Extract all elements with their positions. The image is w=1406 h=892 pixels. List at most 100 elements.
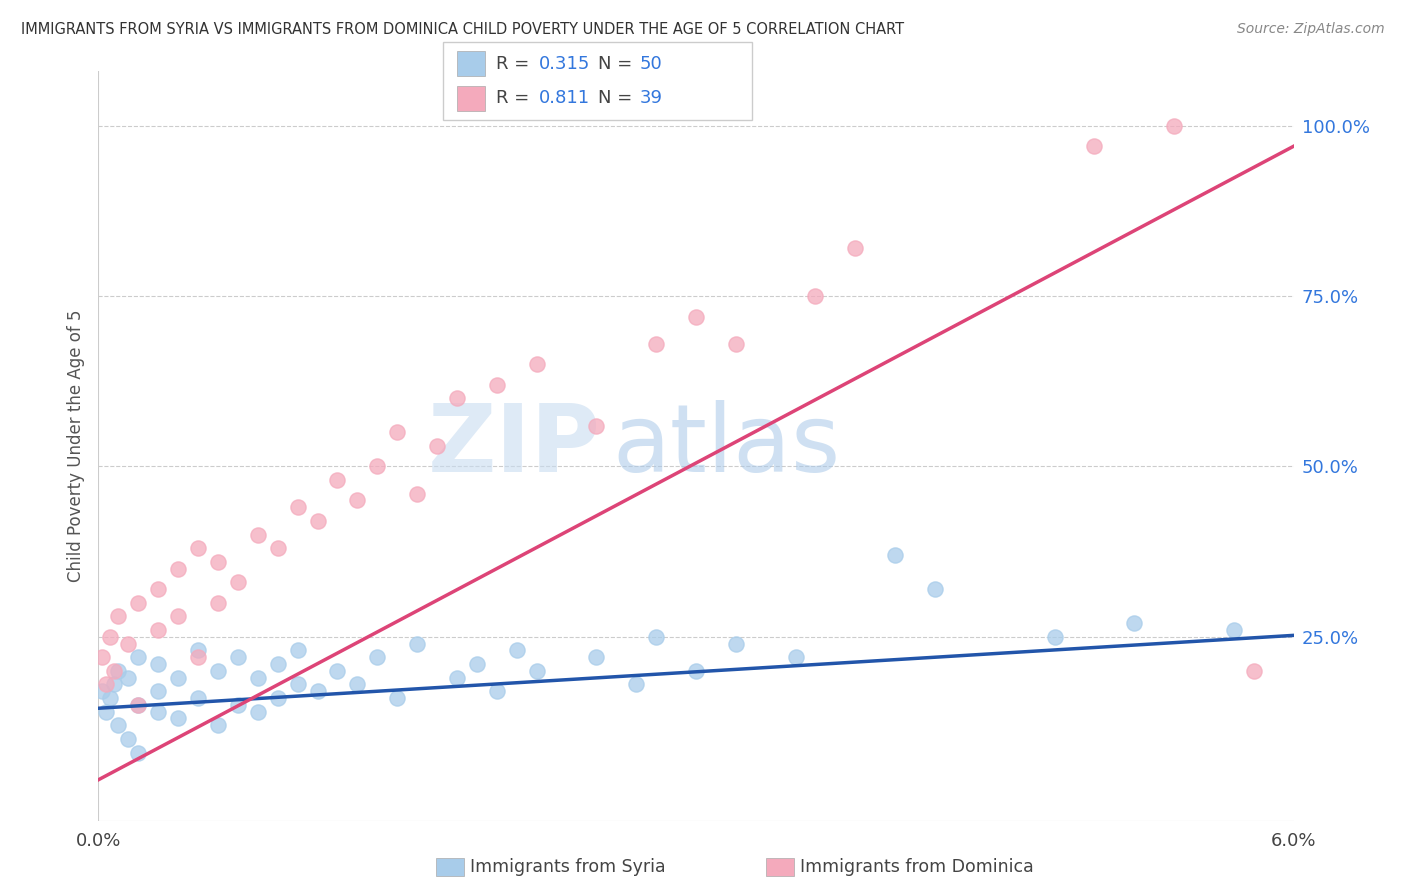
Point xyxy=(1223,623,1246,637)
Point xyxy=(1163,119,1185,133)
Point xyxy=(406,486,429,500)
Text: 50: 50 xyxy=(640,55,662,73)
Point xyxy=(167,609,190,624)
Text: R =: R = xyxy=(496,55,536,73)
Text: atlas: atlas xyxy=(613,400,841,492)
Point xyxy=(148,684,170,698)
Point xyxy=(187,650,209,665)
Point xyxy=(645,336,668,351)
Point xyxy=(385,691,409,706)
Point xyxy=(287,500,309,515)
Point xyxy=(127,596,149,610)
Point xyxy=(207,718,229,732)
Point xyxy=(207,555,229,569)
Point xyxy=(287,643,309,657)
Point xyxy=(127,698,149,712)
Point xyxy=(366,650,388,665)
Point xyxy=(366,459,388,474)
Point xyxy=(267,691,290,706)
Point xyxy=(446,392,468,406)
Point xyxy=(307,514,329,528)
Point xyxy=(167,671,190,685)
Text: Source: ZipAtlas.com: Source: ZipAtlas.com xyxy=(1237,22,1385,37)
Point xyxy=(526,357,548,371)
Point xyxy=(148,582,170,596)
Point xyxy=(127,650,149,665)
Point xyxy=(645,630,668,644)
Point xyxy=(187,643,209,657)
Point xyxy=(1043,630,1066,644)
Point xyxy=(148,623,170,637)
Text: R =: R = xyxy=(496,89,536,107)
Point xyxy=(585,650,607,665)
Point xyxy=(267,657,290,671)
Point xyxy=(127,698,149,712)
Point xyxy=(307,684,329,698)
Point xyxy=(117,671,139,685)
Text: N =: N = xyxy=(598,55,637,73)
Point xyxy=(685,310,707,324)
Point xyxy=(187,541,209,556)
Point xyxy=(107,718,129,732)
Text: Immigrants from Syria: Immigrants from Syria xyxy=(470,858,665,876)
Point xyxy=(1243,664,1265,678)
Point xyxy=(226,698,249,712)
Point xyxy=(167,711,190,725)
Point xyxy=(226,650,249,665)
Text: 39: 39 xyxy=(640,89,662,107)
Point xyxy=(107,664,129,678)
Point xyxy=(804,289,827,303)
Point xyxy=(585,418,607,433)
Point xyxy=(326,664,349,678)
Text: N =: N = xyxy=(598,89,637,107)
Text: IMMIGRANTS FROM SYRIA VS IMMIGRANTS FROM DOMINICA CHILD POVERTY UNDER THE AGE OF: IMMIGRANTS FROM SYRIA VS IMMIGRANTS FROM… xyxy=(21,22,904,37)
Text: Immigrants from Dominica: Immigrants from Dominica xyxy=(800,858,1033,876)
Point xyxy=(1083,139,1105,153)
Point xyxy=(148,705,170,719)
Point xyxy=(91,650,114,665)
Point xyxy=(385,425,409,440)
Point xyxy=(426,439,449,453)
Point xyxy=(127,746,149,760)
Y-axis label: Child Poverty Under the Age of 5: Child Poverty Under the Age of 5 xyxy=(66,310,84,582)
Point xyxy=(207,664,229,678)
Point xyxy=(346,677,368,691)
Text: 0.811: 0.811 xyxy=(538,89,589,107)
Point xyxy=(246,705,269,719)
Text: 0.315: 0.315 xyxy=(538,55,591,73)
Point xyxy=(724,636,747,650)
Point xyxy=(287,677,309,691)
Point xyxy=(485,377,508,392)
Point xyxy=(326,473,349,487)
Point xyxy=(98,691,122,706)
Point xyxy=(226,575,249,590)
Point xyxy=(346,493,368,508)
Point xyxy=(724,336,747,351)
Point xyxy=(103,677,125,691)
Point xyxy=(924,582,946,596)
Point xyxy=(1123,616,1146,631)
Point xyxy=(246,527,269,541)
Point xyxy=(785,650,807,665)
Point xyxy=(406,636,429,650)
Point xyxy=(148,657,170,671)
Point xyxy=(167,561,190,575)
Point xyxy=(446,671,468,685)
Point xyxy=(187,691,209,706)
Point xyxy=(267,541,290,556)
Point xyxy=(107,609,129,624)
Point xyxy=(626,677,648,691)
Point xyxy=(96,677,118,691)
Point xyxy=(246,671,269,685)
Point xyxy=(506,643,529,657)
Point xyxy=(884,548,907,562)
Point xyxy=(485,684,508,698)
Point xyxy=(96,705,118,719)
Point xyxy=(103,664,125,678)
Point xyxy=(98,630,122,644)
Point xyxy=(117,731,139,746)
Point xyxy=(844,242,866,256)
Point xyxy=(91,684,114,698)
Point xyxy=(685,664,707,678)
Point xyxy=(526,664,548,678)
